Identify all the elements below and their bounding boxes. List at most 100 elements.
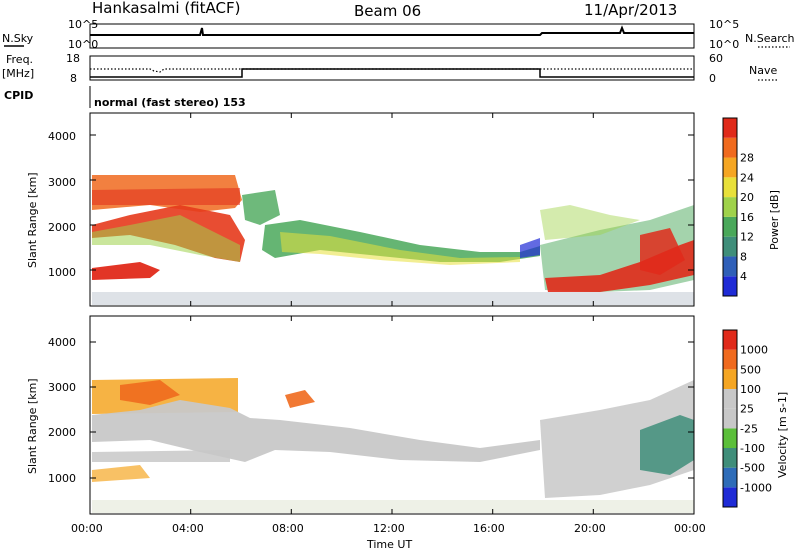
velocity-ylabel: Slant Range [km] xyxy=(26,378,39,474)
cpid-value: normal (fast stereo) 153 xyxy=(94,96,246,109)
colorbar-segment xyxy=(723,137,737,158)
velocity-colorbar-label: Velocity [m s-1] xyxy=(776,392,789,478)
velocity-echo-band xyxy=(285,390,315,408)
freq-trace xyxy=(90,68,694,78)
power-echo-band xyxy=(280,232,520,265)
date-title: 11/Apr/2013 xyxy=(584,1,677,19)
velocity-echo-band xyxy=(640,415,694,475)
freq-tick-bottom: 8 xyxy=(70,72,77,85)
nave-label: Nave xyxy=(749,64,777,77)
xtick-1600: 16:00 xyxy=(473,522,505,535)
colorbar-segment xyxy=(723,177,737,198)
velocity-panel: 4000 3000 2000 1000 Slant Range [km] xyxy=(26,315,695,515)
colorbar-tick-label: 100 xyxy=(740,383,761,396)
power-echo-band xyxy=(242,190,280,225)
velocity-ytick-1000: 1000 xyxy=(48,472,76,485)
cpid-label: CPID xyxy=(4,89,33,102)
axis-ticks xyxy=(89,113,695,514)
colorbar-tick-label: -1000 xyxy=(740,481,772,494)
power-colorbar-label: Power [dB] xyxy=(768,190,781,250)
power-echo-band xyxy=(262,220,540,262)
colorbar-segment xyxy=(723,118,737,138)
nave-tick-top: 60 xyxy=(709,52,723,65)
colorbar-tick-label: 1000 xyxy=(740,344,768,357)
colorbar-tick-label: 20 xyxy=(740,191,754,204)
nsky-tick-top: 10^5 xyxy=(68,18,98,31)
power-ytick-2000: 2000 xyxy=(48,221,76,234)
power-ytick-3000: 3000 xyxy=(48,176,76,189)
power-echoes xyxy=(92,175,694,305)
freq-tick-top: 18 xyxy=(66,52,80,65)
velocity-ytick-2000: 2000 xyxy=(48,426,76,439)
xtick-2400: 00:00 xyxy=(674,522,706,535)
colorbar-tick-label: 25 xyxy=(740,403,754,416)
freq-label-1: Freq. xyxy=(6,53,33,66)
velocity-colorbar: 1000 500 100 25 -25 -100 -500 -1000 xyxy=(722,329,772,508)
xtick-1200: 12:00 xyxy=(373,522,405,535)
velocity-ytick-4000: 4000 xyxy=(48,336,76,349)
colorbar-segment xyxy=(723,369,737,389)
station-title: Hankasalmi (fitACF) xyxy=(92,0,240,17)
power-echo-band xyxy=(92,188,240,205)
xtick-0800: 08:00 xyxy=(272,522,304,535)
velocity-echo-band xyxy=(120,380,180,405)
colorbar-tick-label: 8 xyxy=(740,250,747,263)
velocity-ytick-3000: 3000 xyxy=(48,381,76,394)
colorbar-segment xyxy=(723,349,737,370)
nsky-tick-bottom: 10^0 xyxy=(68,38,98,51)
colorbar-tick-label: 4 xyxy=(740,270,747,283)
colorbar-tick-label: 16 xyxy=(740,211,754,224)
xtick-0400: 04:00 xyxy=(172,522,204,535)
power-echo-band xyxy=(540,205,640,240)
colorbar-segment xyxy=(723,157,737,178)
colorbar-segment xyxy=(723,389,737,409)
colorbar-tick-label: 28 xyxy=(740,152,754,165)
freq-strip-frame xyxy=(89,55,695,81)
colorbar-frame xyxy=(722,329,738,508)
nsearch-label: N.Search xyxy=(745,32,795,45)
colorbar-segment xyxy=(723,487,737,507)
colorbar-tick-label: 12 xyxy=(740,231,754,244)
velocity-echo-band xyxy=(92,400,540,462)
power-ylabel: Slant Range [km] xyxy=(26,172,39,268)
colorbar-segment xyxy=(723,236,737,257)
colorbar-tick-label: -500 xyxy=(740,462,765,475)
colorbar-segment xyxy=(723,330,737,350)
xtick-2000: 20:00 xyxy=(574,522,606,535)
colorbar-frame xyxy=(722,117,738,297)
colorbar-segment xyxy=(723,276,737,296)
power-colorbar: 4 8 12 16 20 24 28 xyxy=(722,117,754,297)
nsky-trace xyxy=(90,25,694,36)
velocity-echo-band xyxy=(92,500,694,513)
power-echo-band xyxy=(92,215,240,262)
colorbar-tick-label: -100 xyxy=(740,442,765,455)
xlabel: Time UT xyxy=(366,538,412,551)
nsky-label: N.Sky xyxy=(2,32,34,45)
freq-label-2: [MHz] xyxy=(2,67,34,80)
power-ytick-4000: 4000 xyxy=(48,130,76,143)
power-ytick-1000: 1000 xyxy=(48,266,76,279)
colorbar-segment xyxy=(723,408,737,429)
colorbar-segment xyxy=(723,428,737,448)
nave-trace xyxy=(90,68,694,73)
power-echo-band xyxy=(92,262,160,280)
colorbar-segment xyxy=(723,197,737,217)
power-panel: 4000 3000 2000 1000 Slant Range [km] xyxy=(26,112,695,307)
colorbar-tick-label: -25 xyxy=(740,422,758,435)
nave-tick-bottom: 0 xyxy=(709,72,716,85)
power-echo-band xyxy=(520,238,540,258)
colorbar-tick-label: 24 xyxy=(740,171,754,184)
colorbar-tick-label: 500 xyxy=(740,363,761,376)
power-echo-band xyxy=(545,240,694,292)
velocity-echo-band xyxy=(92,465,150,482)
beam-title: Beam 06 xyxy=(354,2,421,20)
velocity-echoes xyxy=(92,378,694,513)
velocity-echo-band xyxy=(92,450,230,462)
nsearch-tick-bottom: 10^0 xyxy=(709,38,739,51)
colorbar-segment xyxy=(723,467,737,488)
power-echo-band xyxy=(92,292,694,305)
colorbar-segment xyxy=(723,256,737,277)
power-echo-band xyxy=(640,228,685,275)
nsearch-tick-top: 10^5 xyxy=(709,18,739,31)
